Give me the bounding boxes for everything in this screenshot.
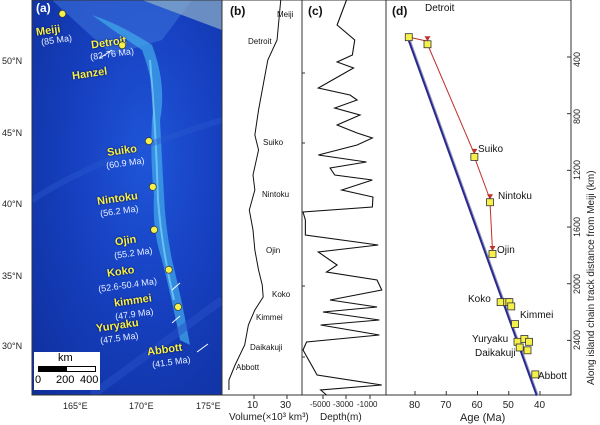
pointer-arrow-icon bbox=[99, 49, 113, 59]
y-tick-label: 2400 bbox=[572, 330, 582, 351]
lon-tick: 175°E bbox=[196, 401, 221, 411]
x-tick-label: 50 bbox=[502, 400, 514, 411]
age-data-point bbox=[486, 198, 494, 207]
volcano-marker bbox=[148, 182, 157, 191]
arrow-head-icon bbox=[489, 245, 496, 251]
volcano-marker bbox=[164, 265, 173, 274]
bathymetry-map: (a) Meiji (85 Ma) Detroit (82-76 Ma) Hanzel S… bbox=[32, 0, 222, 395]
seamount-label: Koko bbox=[272, 290, 291, 299]
pointer-arrow-icon bbox=[171, 282, 181, 291]
age-data-point bbox=[404, 33, 413, 42]
volcano-marker bbox=[144, 137, 153, 145]
y-tick-label: 800 bbox=[572, 108, 582, 124]
x-tick-label: 30 bbox=[280, 400, 292, 411]
lat-tick: 30°N bbox=[2, 341, 23, 351]
point-label: Yuryaku bbox=[472, 334, 509, 345]
seamount-label: Abbott bbox=[236, 363, 260, 372]
x-axis-label: Depth(m) bbox=[320, 412, 362, 423]
y-tick-label: 400 bbox=[572, 51, 582, 67]
seamount-label: Kimmei bbox=[256, 313, 283, 322]
x-tick-label: -5000 bbox=[310, 400, 331, 409]
x-axis-label: Volume(×10³ km³) bbox=[229, 412, 309, 423]
x-tick-label: -1000 bbox=[357, 400, 378, 409]
pointer-arrow-icon bbox=[196, 343, 209, 353]
scale-label: 0 bbox=[35, 374, 42, 386]
migration-arrow bbox=[427, 44, 475, 155]
ridge-relief bbox=[32, 0, 222, 395]
volcano-marker bbox=[58, 9, 67, 18]
point-label: Ojin bbox=[497, 245, 515, 256]
age-data-point bbox=[507, 302, 516, 311]
x-tick-label: 60 bbox=[471, 400, 483, 411]
volcano-marker bbox=[150, 225, 158, 234]
point-label: Suiko bbox=[478, 144, 504, 155]
volcano-marker bbox=[118, 41, 127, 50]
age-data-point bbox=[488, 250, 497, 258]
age-data-point bbox=[525, 337, 533, 346]
point-label: Kimmei bbox=[520, 310, 554, 321]
panel-label-b: (b) bbox=[230, 4, 246, 18]
y-tick-label: 2000 bbox=[572, 273, 582, 294]
scale-label: 200 bbox=[56, 374, 75, 386]
panel-label-c: (c) bbox=[308, 4, 323, 18]
seamount-label: Suiko bbox=[263, 138, 284, 147]
seamount-label: Detroit bbox=[248, 37, 272, 46]
y-tick-label: 1200 bbox=[572, 160, 582, 181]
lat-tick: 50°N bbox=[2, 56, 23, 66]
scale-unit: km bbox=[58, 352, 73, 364]
y-tick-label: 1600 bbox=[572, 217, 582, 238]
age-data-point bbox=[511, 320, 519, 329]
panel-label-d: (d) bbox=[392, 4, 408, 18]
volume-curve bbox=[228, 0, 282, 390]
seamount-label: Nintoku bbox=[262, 190, 290, 199]
scale-bar: km 0 200 400 bbox=[34, 352, 100, 390]
volcano-marker bbox=[174, 303, 182, 311]
x-axis-label: Age (Ma) bbox=[460, 412, 506, 424]
migration-arrow bbox=[473, 156, 491, 200]
lon-tick: 165°E bbox=[63, 401, 88, 411]
point-label: Nintoku bbox=[498, 191, 532, 202]
x-tick-label: 40 bbox=[534, 400, 546, 411]
age-data-point bbox=[523, 346, 532, 355]
age-progression-line-outline bbox=[408, 35, 539, 396]
point-label: Koko bbox=[468, 294, 491, 305]
lat-tick: 35°N bbox=[2, 271, 23, 281]
seamount-label: Daikakuji bbox=[250, 343, 283, 352]
point-label: Abbott bbox=[538, 371, 567, 382]
age-data-point bbox=[496, 298, 505, 307]
lat-tick: 40°N bbox=[2, 199, 23, 209]
age-progression-line bbox=[406, 35, 538, 397]
x-tick-label: 10 bbox=[247, 400, 259, 411]
x-tick-label: 70 bbox=[440, 400, 452, 411]
scale-bar-graphic bbox=[38, 366, 96, 372]
panel-a-frame bbox=[31, 0, 223, 396]
age-data-point bbox=[470, 152, 479, 161]
lat-tick: 45°N bbox=[2, 128, 23, 138]
age-data-point bbox=[515, 343, 524, 352]
marker-layer bbox=[58, 9, 209, 353]
y-axis-label: Along island chain track distance from M… bbox=[586, 170, 597, 385]
age-data-point bbox=[423, 40, 432, 49]
panel-label-a: (a) bbox=[36, 1, 51, 15]
point-label: Daikakuji bbox=[475, 348, 516, 359]
age-data-point bbox=[531, 370, 540, 379]
point-label: Detroit bbox=[425, 3, 455, 14]
migration-arrow bbox=[489, 202, 493, 251]
lon-tick: 170°E bbox=[129, 401, 154, 411]
depth-profile bbox=[302, 0, 383, 396]
x-tick-label: -3000 bbox=[333, 400, 354, 409]
seamount-label: Ojin bbox=[266, 246, 281, 255]
panel-d-frame bbox=[385, 0, 572, 396]
pointer-arrow-icon bbox=[171, 315, 181, 324]
arrow-head-icon bbox=[424, 36, 431, 42]
x-tick-label: 80 bbox=[409, 400, 421, 411]
scale-label: 400 bbox=[80, 374, 99, 386]
arrow-head-icon bbox=[471, 148, 478, 154]
arrow-head-icon bbox=[487, 194, 493, 200]
seamount-label: Meiji bbox=[277, 10, 294, 19]
